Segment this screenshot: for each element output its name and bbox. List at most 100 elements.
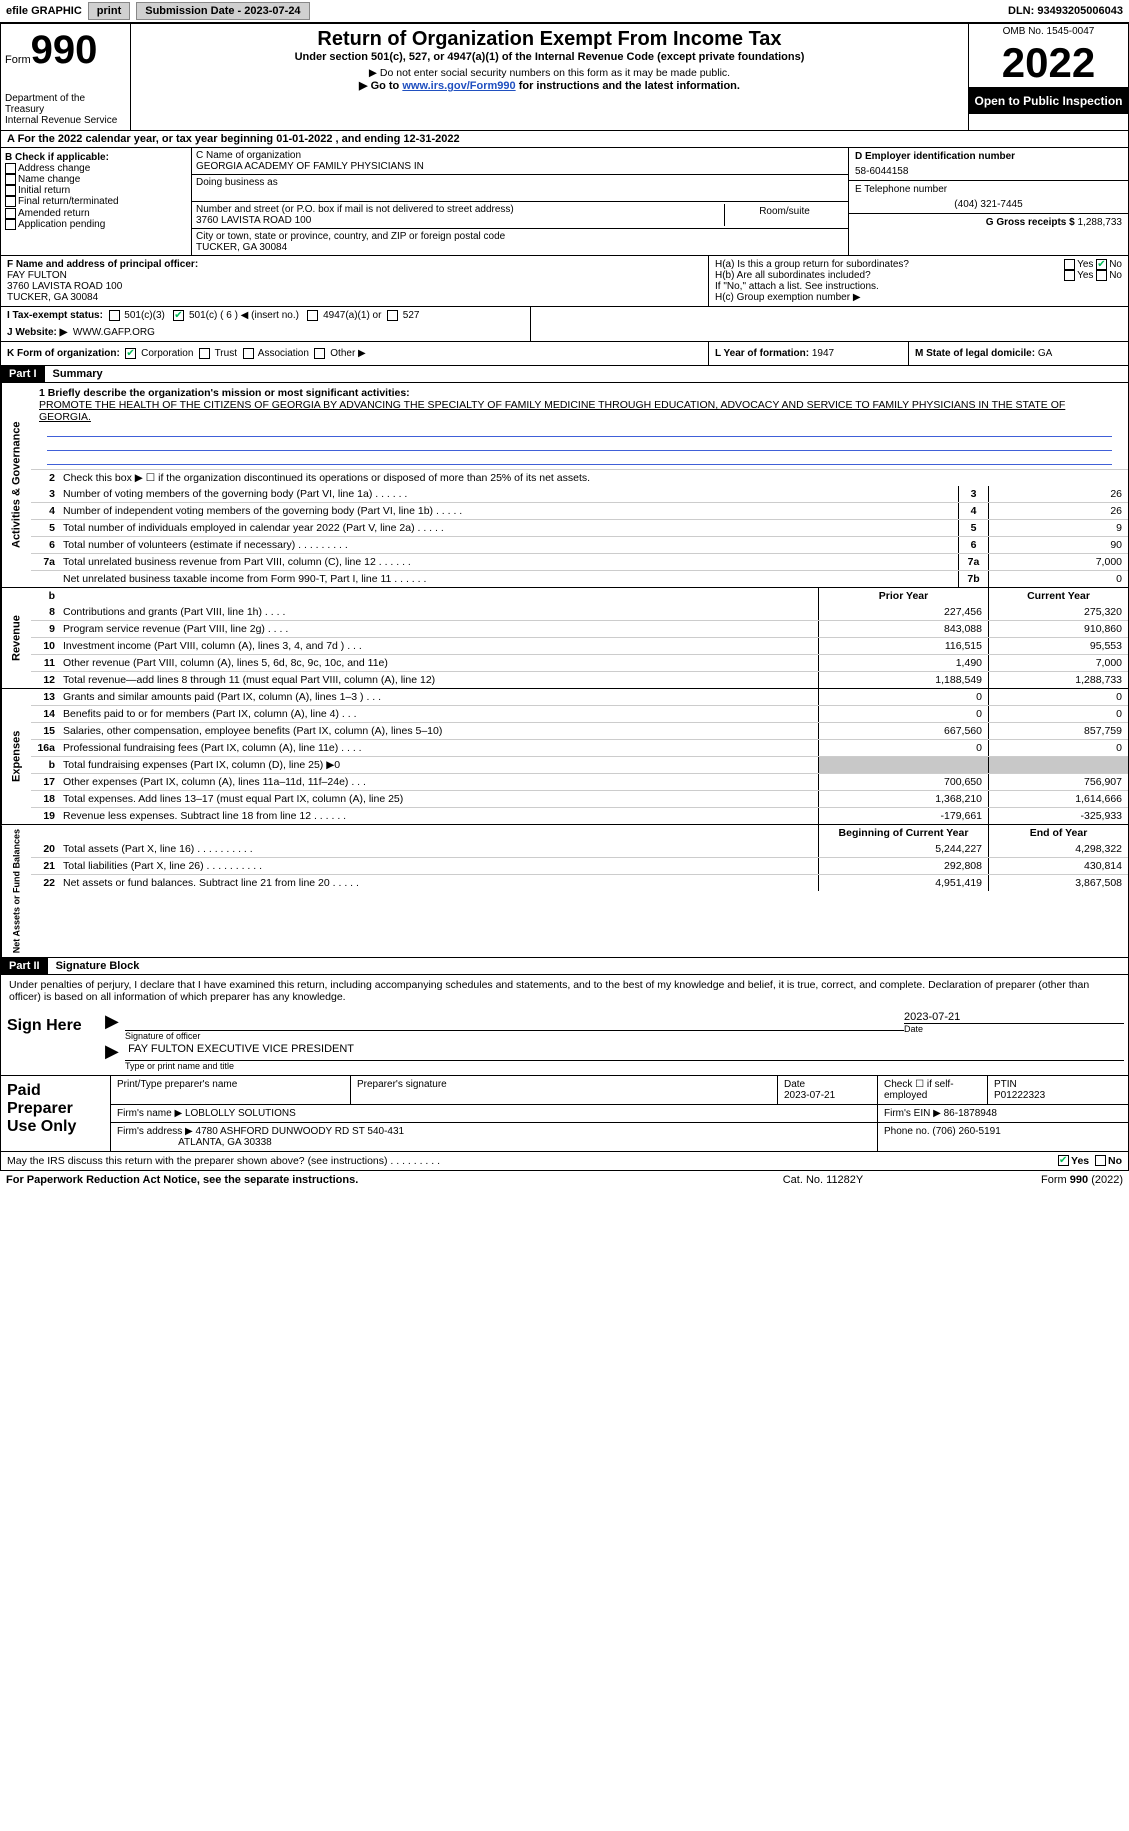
officer-signature-label: Signature of officer xyxy=(125,1031,904,1041)
cb-527[interactable] xyxy=(387,310,398,321)
paid-preparer-block: Paid Preparer Use Only Print/Type prepar… xyxy=(0,1076,1129,1152)
firm-name-lbl: Firm's name ▶ xyxy=(117,1108,185,1119)
checkbox-icon xyxy=(5,163,16,174)
irs-link[interactable]: www.irs.gov/Form990 xyxy=(402,80,515,92)
table-row: 21Total liabilities (Part X, line 26) . … xyxy=(31,857,1128,874)
city-label: City or town, state or province, country… xyxy=(196,231,844,242)
paid-row-3: Firm's address ▶ 4780 ASHFORD DUNWOODY R… xyxy=(111,1123,1128,1151)
city-value: TUCKER, GA 30084 xyxy=(196,242,844,253)
discuss-no-checkbox[interactable] xyxy=(1095,1155,1106,1166)
ha-label: H(a) Is this a group return for subordin… xyxy=(715,259,1064,270)
signature-date: 2023-07-21 xyxy=(904,1011,1124,1023)
j-label: J Website: ▶ xyxy=(7,327,67,338)
cb-application-pending[interactable]: Application pending xyxy=(5,219,187,230)
cb-other[interactable] xyxy=(314,348,325,359)
hb-yes-checkbox[interactable] xyxy=(1064,270,1075,281)
gross-value: 1,288,733 xyxy=(1078,217,1123,228)
table-row: 6Total number of volunteers (estimate if… xyxy=(31,536,1128,553)
part1-header-row: Part I Summary xyxy=(0,366,1129,383)
i-label: I Tax-exempt status: xyxy=(7,310,103,321)
cb-name-change[interactable]: Name change xyxy=(5,174,187,185)
discuss-row: May the IRS discuss this return with the… xyxy=(0,1152,1129,1171)
cb-trust[interactable] xyxy=(199,348,210,359)
ptin-val: P01222323 xyxy=(994,1090,1045,1101)
room-suite-label: Room/suite xyxy=(724,204,844,226)
cb-final-return[interactable]: Final return/terminated xyxy=(5,196,187,207)
rule-line xyxy=(47,423,1112,437)
preparer-name-hdr: Print/Type preparer's name xyxy=(111,1076,351,1104)
header-right: OMB No. 1545-0047 2022 Open to Public In… xyxy=(968,24,1128,130)
table-row: 19Revenue less expenses. Subtract line 1… xyxy=(31,807,1128,824)
table-row: 14Benefits paid to or for members (Part … xyxy=(31,705,1128,722)
sign-here-row: Sign Here ▶ Signature of officer 2023-07… xyxy=(1,1007,1128,1075)
checkbox-icon xyxy=(5,219,16,230)
vtab-governance: Activities & Governance xyxy=(1,383,31,587)
part1-title: Summary xyxy=(45,366,111,382)
dba-cell: Doing business as xyxy=(192,175,848,202)
part2-header-row: Part II Signature Block xyxy=(0,958,1129,975)
column-c: C Name of organization GEORGIA ACADEMY O… xyxy=(191,148,848,255)
name-label: Type or print name and title xyxy=(125,1061,1124,1071)
cb-501c[interactable] xyxy=(173,310,184,321)
vtab-expenses: Expenses xyxy=(1,689,31,824)
prior-year-hdr: Prior Year xyxy=(818,588,988,604)
table-row: 9Program service revenue (Part VIII, lin… xyxy=(31,620,1128,637)
ha-yes-checkbox[interactable] xyxy=(1064,259,1075,270)
self-employed-hdr: Check ☐ if self-employed xyxy=(878,1076,988,1104)
form-word: Form xyxy=(5,54,31,66)
year-formation: L Year of formation: 1947 xyxy=(708,342,908,365)
address-cell: Number and street (or P.O. box if mail i… xyxy=(192,202,848,229)
cb-4947[interactable] xyxy=(307,310,318,321)
table-row: 4Number of independent voting members of… xyxy=(31,502,1128,519)
column-b: B Check if applicable: Address change Na… xyxy=(1,148,191,255)
checkbox-icon xyxy=(5,208,16,219)
cb-501c3[interactable] xyxy=(109,310,120,321)
cb-corporation[interactable] xyxy=(125,348,136,359)
phone-lbl: Phone no. xyxy=(884,1126,932,1137)
table-row: 7aTotal unrelated business revenue from … xyxy=(31,553,1128,570)
tel-value: (404) 321-7445 xyxy=(855,199,1122,210)
f-addr2: TUCKER, GA 30084 xyxy=(7,292,702,303)
table-row: 3Number of voting members of the governi… xyxy=(31,486,1128,502)
checkbox-icon xyxy=(5,185,16,196)
table-row: bTotal fundraising expenses (Part IX, co… xyxy=(31,756,1128,773)
hb-note: If "No," attach a list. See instructions… xyxy=(715,281,1122,292)
page-footer: For Paperwork Reduction Act Notice, see … xyxy=(0,1171,1129,1189)
signature-block: Under penalties of perjury, I declare th… xyxy=(0,975,1129,1076)
sign-here-label: Sign Here xyxy=(1,1007,91,1075)
officer-name: FAY FULTON EXECUTIVE VICE PRESIDENT xyxy=(128,1043,354,1055)
state-domicile: M State of legal domicile: GA xyxy=(908,342,1128,365)
mission-lead: 1 Briefly describe the organization's mi… xyxy=(39,387,1120,399)
column-d: D Employer identification number 58-6044… xyxy=(848,148,1128,255)
cb-amended-return[interactable]: Amended return xyxy=(5,208,187,219)
ha-no-checkbox[interactable] xyxy=(1096,259,1107,270)
row-ij-right xyxy=(531,307,1128,341)
cb-address-change[interactable]: Address change xyxy=(5,163,187,174)
irs-label: Internal Revenue Service xyxy=(5,115,126,126)
cb-initial-return[interactable]: Initial return xyxy=(5,185,187,196)
section-governance: Activities & Governance 1 Briefly descri… xyxy=(0,383,1129,588)
hb-no-checkbox[interactable] xyxy=(1096,270,1107,281)
org-name-value: GEORGIA ACADEMY OF FAMILY PHYSICIANS IN xyxy=(196,161,844,172)
header-left: Form990 Department of the Treasury Inter… xyxy=(1,24,131,130)
mission-text: PROMOTE THE HEALTH OF THE CITIZENS OF GE… xyxy=(39,399,1120,423)
discuss-yes-checkbox[interactable] xyxy=(1058,1155,1069,1166)
part1-tag: Part I xyxy=(1,366,45,382)
form-number: 990 xyxy=(31,28,98,72)
cb-association[interactable] xyxy=(243,348,254,359)
dln-label: DLN: xyxy=(1008,5,1037,17)
beginning-year-hdr: Beginning of Current Year xyxy=(818,825,988,841)
print-button[interactable]: print xyxy=(88,2,130,20)
submission-date-label: Submission Date - xyxy=(145,5,244,17)
row-a-tax-year: A For the 2022 calendar year, or tax yea… xyxy=(0,131,1129,148)
subtitle-3: ▶ Go to www.irs.gov/Form990 for instruct… xyxy=(135,79,964,92)
table-row: 18Total expenses. Add lines 13–17 (must … xyxy=(31,790,1128,807)
top-bar: efile GRAPHIC print Submission Date - 20… xyxy=(0,0,1129,23)
header-center: Return of Organization Exempt From Incom… xyxy=(131,24,968,130)
name-line: ▶ FAY FULTON EXECUTIVE VICE PRESIDENT xyxy=(125,1041,1124,1061)
table-row: 13Grants and similar amounts paid (Part … xyxy=(31,689,1128,705)
current-year-hdr: Current Year xyxy=(988,588,1128,604)
table-row: 12Total revenue—add lines 8 through 11 (… xyxy=(31,671,1128,688)
section-expenses: Expenses 13Grants and similar amounts pa… xyxy=(0,689,1129,825)
org-name-cell: C Name of organization GEORGIA ACADEMY O… xyxy=(192,148,848,175)
